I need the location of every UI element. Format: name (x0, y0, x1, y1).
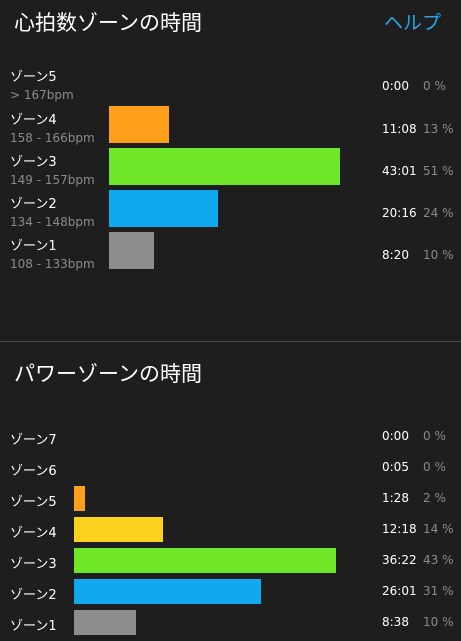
power-zone-name: ゾーン1 (10, 619, 57, 634)
hr-zone-percent: 24 % (423, 206, 454, 220)
hr-zone-time: 0:00 (382, 79, 409, 93)
heart-rate-section: 心拍数ゾーンの時間 ヘルプ ゾーン5 > 167bpm 0:00 0 % ゾーン4 158… (0, 11, 461, 277)
power-zone-percent: 43 % (423, 553, 454, 567)
hr-zone-bar (109, 106, 169, 143)
power-zone-row: ゾーン5 1:28 2 % (0, 486, 461, 517)
hr-zone-range: 158 - 166bpm (10, 131, 95, 145)
power-zone-percent: 0 % (423, 429, 446, 443)
power-zone-row: ゾーン6 0:05 0 % (0, 460, 461, 486)
power-zone-row: ゾーン7 0:00 0 % (0, 429, 461, 455)
power-zone-time: 26:01 (382, 584, 417, 598)
hr-zone-range: 108 - 133bpm (10, 257, 95, 271)
power-zone-row: ゾーン3 36:22 43 % (0, 548, 461, 579)
hr-zone-time: 8:20 (382, 248, 409, 262)
power-zone-bar (74, 579, 261, 604)
hr-zone-time: 11:08 (382, 122, 417, 136)
heart-rate-zone-title: 心拍数ゾーンの時間 (14, 11, 202, 35)
power-zone-name: ゾーン4 (10, 526, 57, 541)
hr-zone-bar (109, 190, 218, 227)
hr-zone-percent: 13 % (423, 122, 454, 136)
power-zone-time: 8:38 (382, 615, 409, 629)
power-zone-time: 12:18 (382, 522, 417, 536)
hr-zone-row: ゾーン3 149 - 157bpm 43:01 51 % (0, 148, 461, 193)
hr-zone-percent: 0 % (423, 79, 446, 93)
hr-zone-percent: 51 % (423, 164, 454, 178)
power-zone-percent: 2 % (423, 491, 446, 505)
power-zone-name: ゾーン2 (10, 588, 57, 603)
power-section: パワーゾーンの時間 ゾーン7 0:00 0 % ゾーン6 0:05 0 % ゾーン5 1:28… (0, 342, 461, 640)
power-zone-name: ゾーン5 (10, 495, 57, 510)
hr-zone-row: ゾーン2 134 - 148bpm 20:16 24 % (0, 190, 461, 235)
power-zone-time: 36:22 (382, 553, 417, 567)
hr-zone-percent: 10 % (423, 248, 454, 262)
hr-zone-row: ゾーン4 158 - 166bpm 11:08 13 % (0, 106, 461, 151)
hr-zone-range: 149 - 157bpm (10, 173, 95, 187)
hr-zone-time: 43:01 (382, 164, 417, 178)
help-link[interactable]: ヘルプ (383, 12, 441, 34)
power-zone-name: ゾーン6 (10, 464, 57, 479)
power-zone-percent: 14 % (423, 522, 454, 536)
hr-zone-bar (109, 148, 340, 185)
power-zone-bar (74, 610, 136, 635)
power-zone-percent: 0 % (423, 460, 446, 474)
hr-zone-row: ゾーン1 108 - 133bpm 8:20 10 % (0, 232, 461, 277)
power-zone-name: ゾーン3 (10, 557, 57, 572)
power-zone-name: ゾーン7 (10, 433, 57, 448)
hr-zone-range: 134 - 148bpm (10, 215, 95, 229)
power-zone-row: ゾーン4 12:18 14 % (0, 517, 461, 548)
power-zone-percent: 10 % (423, 615, 454, 629)
power-zone-time: 0:00 (382, 429, 409, 443)
section-divider (0, 341, 461, 342)
power-zone-title: パワーゾーンの時間 (14, 362, 202, 386)
hr-zone-bar (109, 232, 154, 269)
hr-zone-name: ゾーン4 (10, 113, 57, 128)
power-zone-bar (74, 548, 336, 573)
power-zone-time: 0:05 (382, 460, 409, 474)
hr-zone-name: ゾーン5 (10, 70, 57, 85)
power-zone-row: ゾーン1 8:38 10 % (0, 610, 461, 641)
hr-zone-time: 20:16 (382, 206, 417, 220)
power-zone-bar (74, 486, 85, 511)
hr-zone-name: ゾーン2 (10, 197, 57, 212)
power-zone-row: ゾーン2 26:01 31 % (0, 579, 461, 610)
hr-zone-name: ゾーン3 (10, 155, 57, 170)
power-zone-percent: 31 % (423, 584, 454, 598)
hr-zone-range: > 167bpm (10, 88, 74, 102)
power-zone-bar (74, 517, 163, 542)
hr-zone-name: ゾーン1 (10, 239, 57, 254)
power-zone-time: 1:28 (382, 491, 409, 505)
hr-zone-row: ゾーン5 > 167bpm 0:00 0 % (0, 66, 461, 108)
